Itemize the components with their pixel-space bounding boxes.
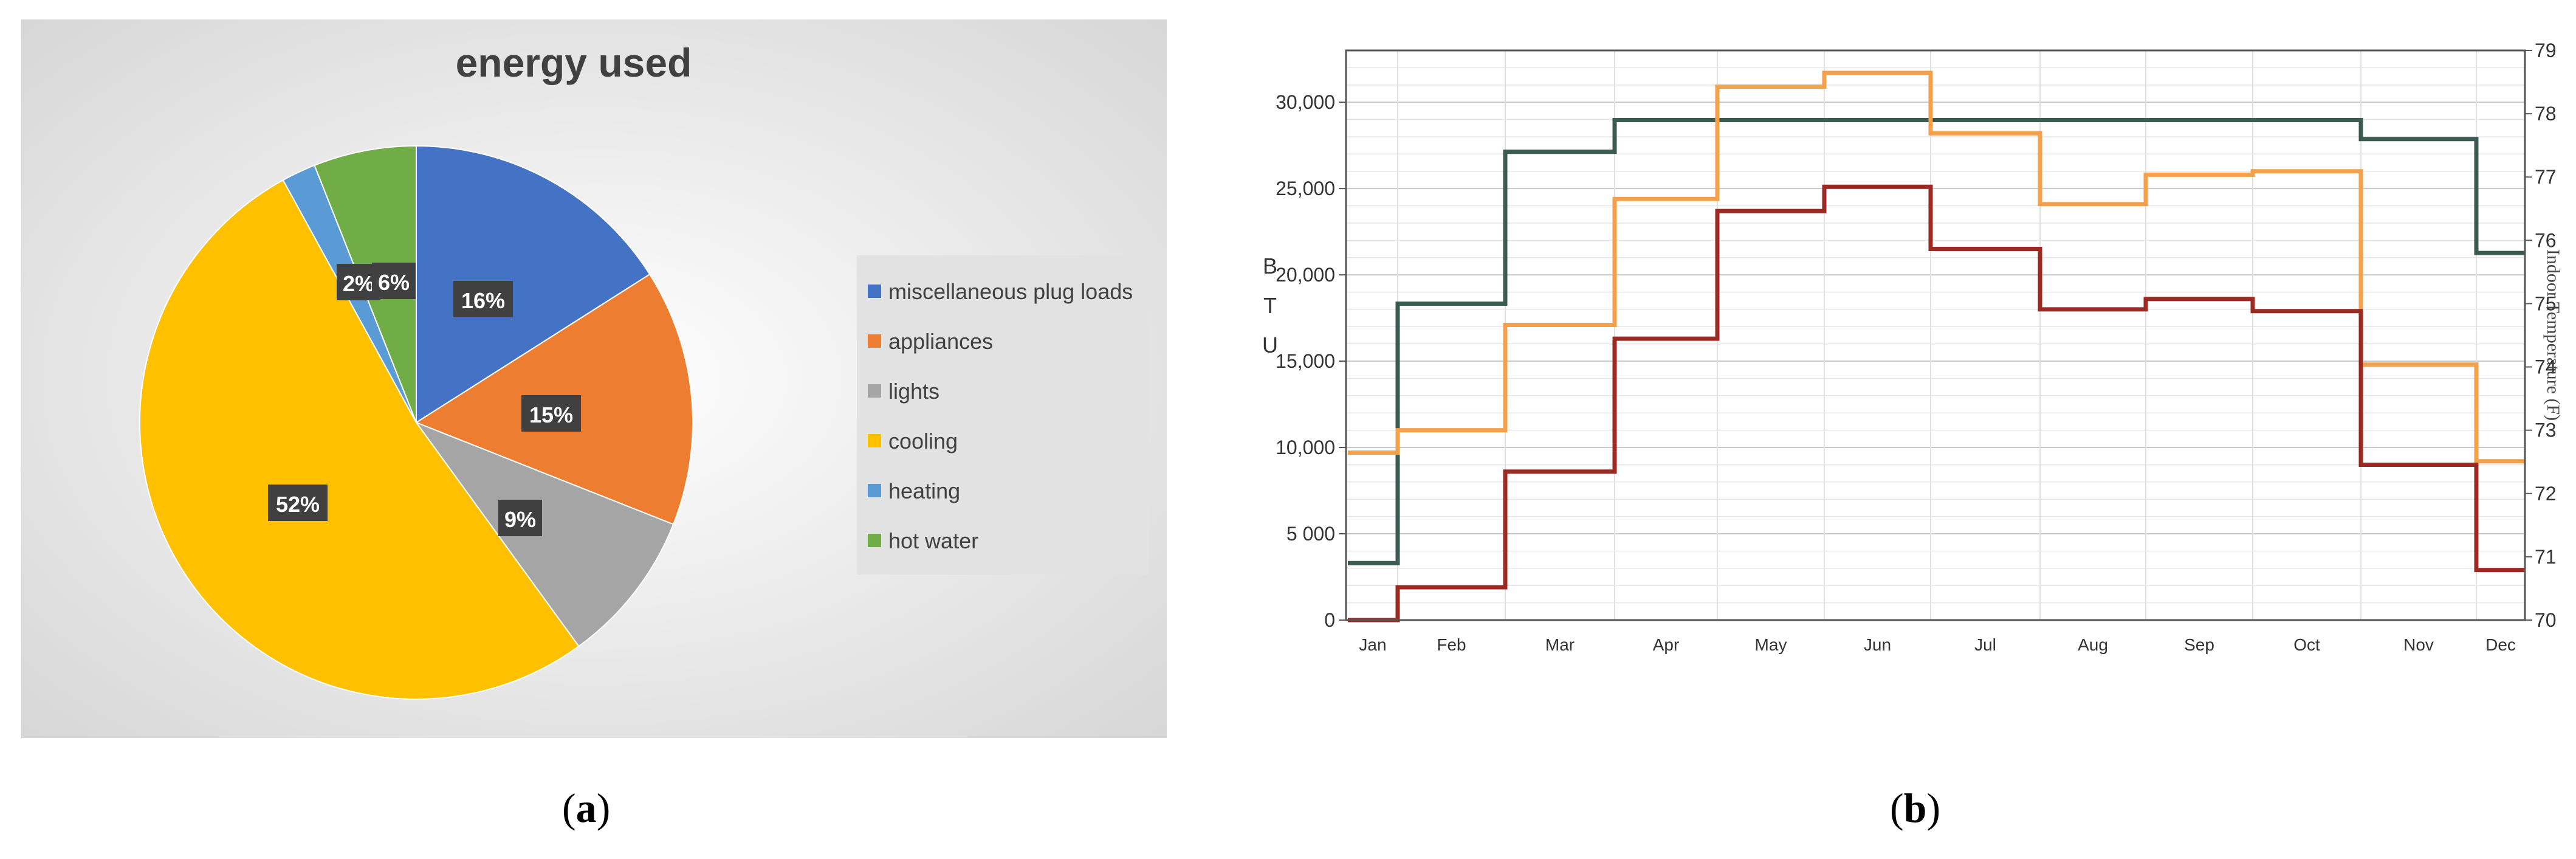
caption-b: (b) bbox=[1890, 785, 1941, 831]
right-tick-label: 74 bbox=[2535, 356, 2557, 378]
pie-data-label-text: 2% bbox=[343, 271, 374, 296]
pie-data-label-box bbox=[372, 263, 416, 299]
axis-tick-labels: 0 5 000 10,000 15,000 20,000 25,000 30,000 70 71… bbox=[1276, 40, 2556, 654]
x-tick-label: Jun bbox=[1864, 635, 1891, 654]
pie-data-label-text: 6% bbox=[378, 270, 410, 295]
left-tick-label: 30,000 bbox=[1276, 91, 1335, 113]
series-line-2 bbox=[1348, 71, 2525, 464]
pie-chart-panel-a: energy used 16% 15% 9% 52% 2% 6% miscellaneou… bbox=[21, 19, 1167, 738]
pie-data-label-box bbox=[521, 395, 581, 432]
right-tick-label: 78 bbox=[2535, 103, 2557, 125]
pie-slices bbox=[139, 145, 694, 700]
x-tick-label: Feb bbox=[1437, 635, 1466, 654]
right-tick-label: 75 bbox=[2535, 292, 2557, 314]
pie-data-label-text: 16% bbox=[461, 288, 505, 313]
grid-lines bbox=[1346, 50, 2525, 620]
legend-label: heating bbox=[888, 478, 960, 503]
pie-data-label-text: 52% bbox=[276, 492, 320, 517]
legend-swatch bbox=[868, 334, 881, 348]
pie-legend: miscellaneous plug loads appliances lights… bbox=[868, 279, 1133, 553]
left-tick-label: 20,000 bbox=[1276, 264, 1335, 286]
series-lines bbox=[1348, 71, 2525, 623]
right-tick-label: 79 bbox=[2535, 40, 2557, 61]
right-tick-label: 70 bbox=[2535, 609, 2557, 631]
legend-swatch bbox=[868, 285, 881, 298]
pie-data-label-box bbox=[453, 281, 513, 317]
x-tick-label: Dec bbox=[2485, 635, 2516, 654]
pie-data-labels: 16% 15% 9% 52% 2% 6% bbox=[268, 263, 581, 536]
plot-frame bbox=[1345, 49, 2526, 621]
caption-a: (a) bbox=[562, 785, 611, 831]
left-tick-label: 15,000 bbox=[1276, 350, 1335, 372]
legend-label: hot water bbox=[888, 528, 978, 553]
legend-item: hot water bbox=[868, 528, 978, 553]
x-tick-label: Jan bbox=[1359, 635, 1386, 654]
pie-slice-miscellaneous-plug-loads bbox=[416, 145, 651, 424]
x-tick-label: Aug bbox=[2078, 635, 2108, 654]
legend-label: cooling bbox=[888, 429, 958, 454]
pie-data-label-box bbox=[268, 485, 328, 521]
legend-label: appliances bbox=[888, 329, 993, 354]
legend-item: heating bbox=[868, 478, 960, 503]
right-axis-label: Indoor Temperature (F) bbox=[2543, 249, 2563, 421]
pie-data-label: 6% bbox=[372, 263, 416, 299]
x-tick-label: Oct bbox=[2293, 635, 2320, 654]
legend-item: miscellaneous plug loads bbox=[868, 279, 1133, 304]
pie-data-label-text: 15% bbox=[529, 402, 573, 427]
pie-chart-title: energy used bbox=[456, 40, 692, 85]
x-tick-label: May bbox=[1755, 635, 1787, 654]
x-tick-label: Apr bbox=[1653, 635, 1680, 654]
right-tick-label: 73 bbox=[2535, 419, 2557, 441]
right-tick-label: 71 bbox=[2535, 546, 2557, 568]
left-tick-label: 0 bbox=[1324, 609, 1335, 631]
pie-data-label: 52% bbox=[268, 485, 328, 521]
legend-label: miscellaneous plug loads bbox=[888, 279, 1133, 304]
pie-data-label-box bbox=[498, 500, 542, 536]
left-axis-label-letter: U bbox=[1262, 333, 1278, 357]
legend-swatch bbox=[868, 534, 881, 547]
pie-slice-cooling bbox=[139, 179, 580, 700]
pie-data-label-text: 9% bbox=[504, 507, 536, 532]
left-axis-label: BTU bbox=[1262, 254, 1278, 357]
x-tick-label: Sep bbox=[2184, 635, 2214, 654]
x-tick-label: Jul bbox=[1974, 635, 1996, 654]
series-line-1 bbox=[1348, 118, 2525, 565]
pie-data-label: 16% bbox=[453, 281, 513, 317]
left-tick-label: 25,000 bbox=[1276, 178, 1335, 199]
series-line-3 bbox=[1348, 184, 2525, 623]
left-axis-label-letter: B bbox=[1263, 254, 1277, 278]
pie-data-label: 9% bbox=[498, 500, 542, 536]
right-tick-label: 76 bbox=[2535, 229, 2557, 251]
pie-slice-lights bbox=[414, 421, 675, 647]
legend-swatch bbox=[868, 484, 881, 497]
legend-swatch bbox=[868, 434, 881, 447]
legend-item: cooling bbox=[868, 429, 958, 454]
legend-label: lights bbox=[888, 379, 939, 404]
legend-item: appliances bbox=[868, 329, 993, 354]
legend-swatch bbox=[868, 384, 881, 398]
step-line-chart-panel-b: 0 5 000 10,000 15,000 20,000 25,000 30,000 70 71… bbox=[1262, 40, 2563, 654]
pie-data-label: 15% bbox=[521, 395, 581, 432]
right-tick-label: 72 bbox=[2535, 483, 2557, 505]
pie-legend-box bbox=[857, 255, 1149, 574]
x-tick-label: Mar bbox=[1545, 635, 1575, 654]
left-tick-label: 10,000 bbox=[1276, 436, 1335, 458]
left-tick-label: 5 000 bbox=[1286, 523, 1335, 545]
x-tick-label: Nov bbox=[2403, 635, 2434, 654]
right-tick-label: 77 bbox=[2535, 166, 2557, 188]
plot-area bbox=[1346, 50, 2525, 620]
left-axis-label-letter: T bbox=[1263, 293, 1277, 318]
legend-item: lights bbox=[868, 379, 939, 404]
